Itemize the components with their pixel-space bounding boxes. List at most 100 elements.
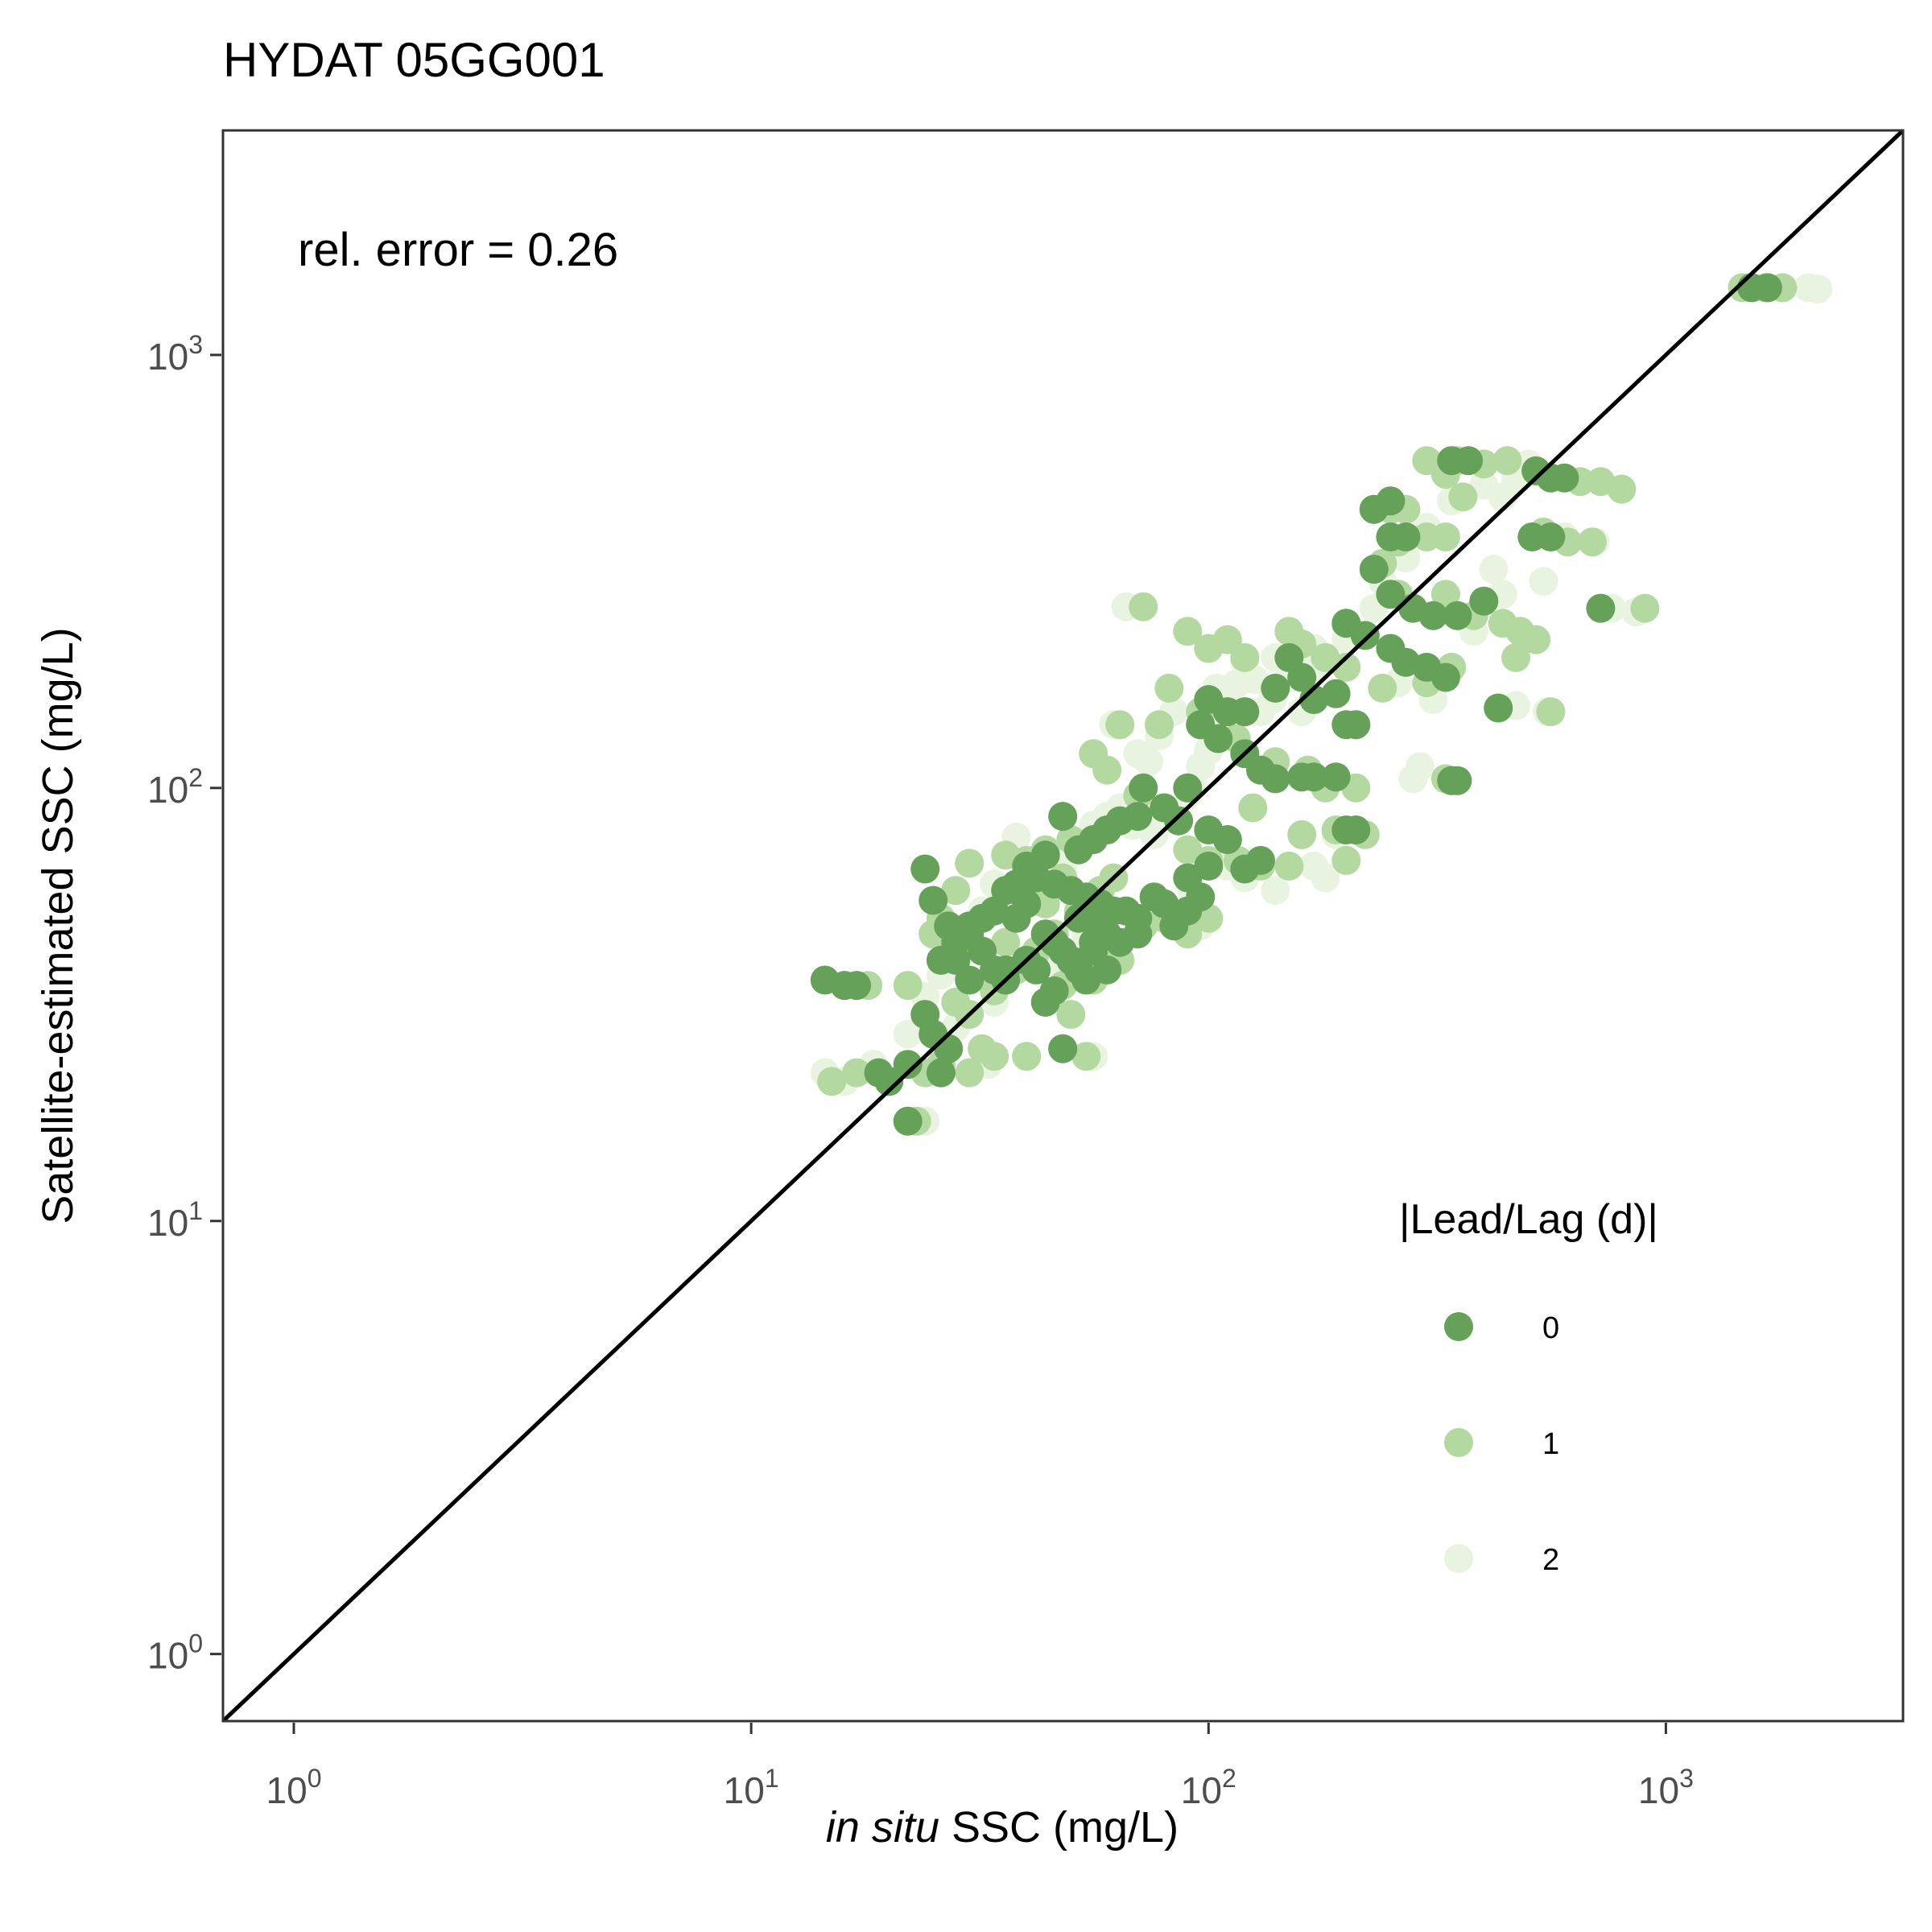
x-tick-base: 10 [724, 1769, 765, 1811]
point-lag-1 [817, 1067, 847, 1096]
point-lag-2 [1803, 275, 1833, 303]
point-lag-1 [1448, 482, 1478, 512]
legend: |Lead/Lag (d)| 0 1 2 [1399, 1196, 1658, 1577]
point-lag-1 [1274, 617, 1304, 646]
x-axis: 100 101 102 103 [266, 1723, 1694, 1811]
point-lag-0 [1230, 697, 1260, 727]
point-lag-1 [1129, 592, 1158, 621]
point-lag-0 [1012, 889, 1042, 919]
point-lag-0 [1418, 601, 1448, 630]
y-tick-label: 100 [147, 1629, 203, 1677]
point-lag-0 [1212, 825, 1242, 854]
point-lag-1 [1630, 593, 1660, 623]
legend-key-0 [1444, 1312, 1473, 1341]
point-lag-0 [1022, 955, 1051, 985]
point-lag-0 [1048, 802, 1078, 832]
x-tick-label: 100 [266, 1764, 322, 1811]
point-lag-1 [1492, 446, 1522, 476]
points-layer [810, 273, 1833, 1136]
point-lag-0 [1484, 693, 1513, 723]
point-lag-1 [1238, 793, 1268, 823]
point-lag-0 [893, 1050, 923, 1080]
point-lag-2 [1406, 752, 1435, 782]
point-lag-1 [1607, 474, 1637, 504]
point-lag-0 [991, 955, 1021, 985]
point-lag-0 [1129, 773, 1158, 803]
point-lag-0 [919, 886, 948, 915]
point-lag-1 [1071, 1042, 1101, 1071]
point-lag-1 [980, 1042, 1009, 1071]
y-tick-label: 103 [147, 330, 203, 378]
one-to-one-line [221, 129, 1905, 1723]
rel-error-annotation: rel. error = 0.26 [298, 224, 618, 276]
point-lag-0 [893, 1106, 923, 1136]
point-lag-0 [1039, 976, 1069, 1005]
point-lag-0 [1443, 601, 1472, 630]
x-tick-base: 10 [1638, 1769, 1679, 1811]
point-lag-0 [1321, 679, 1351, 708]
point-lag-0 [934, 911, 964, 941]
x-tick-label: 102 [1181, 1764, 1236, 1811]
y-tick-exponent: 1 [188, 1196, 203, 1225]
y-tick-base: 10 [147, 769, 188, 811]
legend-title: |Lead/Lag (d)| [1399, 1196, 1658, 1243]
point-lag-1 [1368, 673, 1397, 703]
point-lag-1 [955, 1058, 985, 1088]
point-lag-0 [1261, 673, 1290, 703]
legend-label-1: 1 [1542, 1427, 1559, 1461]
point-lag-0 [1048, 1034, 1078, 1063]
point-lag-0 [1092, 955, 1122, 985]
point-lag-1 [1154, 673, 1184, 703]
point-lag-1 [1331, 845, 1361, 875]
x-axis-title-rest: SSC (mg/L) [939, 1803, 1179, 1852]
legend-key-1 [1444, 1428, 1473, 1457]
point-lag-1 [1536, 697, 1566, 727]
point-lag-0 [842, 971, 872, 1001]
point-lag-2 [1123, 739, 1153, 769]
legend-key-2 [1444, 1544, 1473, 1573]
point-lag-1 [1012, 1042, 1042, 1071]
x-tick-base: 10 [266, 1769, 308, 1811]
point-lag-2 [893, 1019, 923, 1049]
point-lag-0 [1321, 762, 1351, 792]
point-lag-0 [1246, 845, 1275, 875]
point-lag-1 [941, 988, 971, 1017]
point-lag-0 [1159, 911, 1189, 941]
point-lag-0 [1173, 863, 1203, 893]
y-tick-exponent: 2 [188, 763, 203, 792]
point-lag-2 [1311, 863, 1340, 893]
y-tick-base: 10 [147, 1635, 188, 1677]
x-tick-exponent: 3 [1679, 1764, 1694, 1793]
point-lag-0 [1063, 903, 1093, 933]
legend-label-2: 2 [1542, 1543, 1559, 1577]
point-lag-2 [1529, 567, 1558, 597]
point-lag-1 [955, 848, 985, 878]
point-lag-0 [1752, 273, 1782, 303]
point-lag-0 [1391, 522, 1421, 551]
point-lag-0 [1139, 882, 1169, 912]
point-lag-0 [1430, 663, 1460, 692]
point-lag-1 [1145, 710, 1174, 740]
y-tick-exponent: 0 [188, 1629, 203, 1658]
point-lag-0 [1359, 494, 1389, 524]
point-lag-1 [1430, 522, 1460, 551]
point-lag-1 [1287, 819, 1317, 849]
x-tick-exponent: 0 [308, 1764, 322, 1793]
point-lag-0 [1536, 522, 1566, 551]
point-lag-1 [1230, 642, 1260, 672]
point-lag-1 [842, 1058, 872, 1088]
point-lag-0 [934, 1034, 964, 1063]
point-lag-0 [1550, 463, 1579, 493]
x-tick-label: 103 [1638, 1764, 1694, 1811]
x-tick-base: 10 [1181, 1769, 1222, 1811]
point-lag-0 [1443, 766, 1472, 795]
y-tick-label: 101 [147, 1196, 203, 1244]
point-lag-1 [1501, 642, 1531, 672]
x-axis-title: in situ SSC (mg/L) [826, 1803, 1179, 1852]
y-tick-label: 102 [147, 763, 203, 811]
point-lag-2 [1479, 555, 1509, 584]
y-tick-exponent: 3 [188, 330, 203, 359]
chart-title: HYDAT 05GG001 [223, 33, 605, 87]
